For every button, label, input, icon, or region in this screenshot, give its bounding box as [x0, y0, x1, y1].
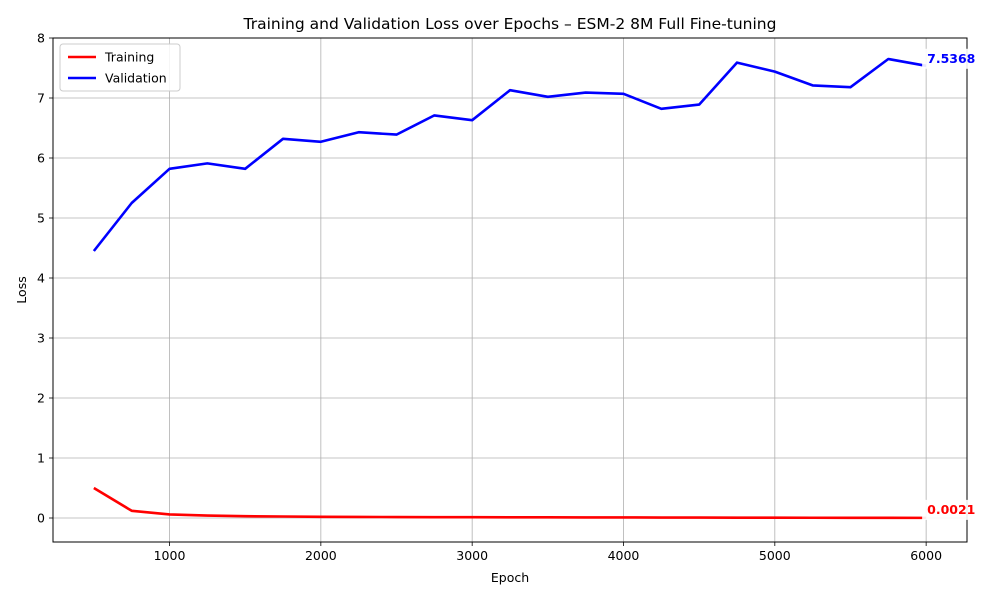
- y-tick-label: 6: [37, 151, 45, 166]
- end-labels: 0.0021 7.5368: [922, 48, 987, 520]
- legend-label-training: Training: [104, 50, 154, 65]
- x-tick-label: 1000: [154, 548, 186, 563]
- x-axis-title: Epoch: [491, 570, 529, 585]
- x-tick-label: 6000: [910, 548, 942, 563]
- legend-label-validation: Validation: [105, 71, 167, 86]
- y-tick-label: 1: [37, 451, 45, 466]
- chart-title: Training and Validation Loss over Epochs…: [243, 15, 777, 33]
- end-label-bg: [922, 48, 987, 69]
- y-tick-label: 7: [37, 91, 45, 106]
- end-label-validation: 7.5368: [927, 51, 975, 66]
- y-tick-label: 0: [37, 511, 45, 526]
- y-ticks: 0 1 2 3 4 5 6 7 8: [37, 31, 53, 526]
- x-tick-label: 2000: [305, 548, 337, 563]
- y-tick-label: 8: [37, 31, 45, 46]
- end-label-training: 0.0021: [927, 502, 975, 517]
- x-ticks: 1000 2000 3000 4000 5000 6000: [154, 542, 942, 563]
- y-tick-label: 2: [37, 391, 45, 406]
- x-tick-label: 3000: [456, 548, 488, 563]
- legend: Training Validation: [59, 43, 181, 92]
- y-tick-label: 5: [37, 211, 45, 226]
- plot-frame: [52, 37, 968, 543]
- series-lines: [92, 57, 927, 520]
- y-axis-title: Loss: [14, 276, 29, 303]
- x-tick-label: 4000: [608, 548, 640, 563]
- series-line-training: [93, 486, 927, 520]
- y-tick-label: 3: [37, 331, 45, 346]
- grid-lines: [53, 37, 967, 542]
- series-line-validation: [92, 57, 927, 252]
- y-tick-label: 4: [37, 271, 45, 286]
- end-label-bg: [922, 499, 987, 520]
- x-tick-label: 5000: [759, 548, 791, 563]
